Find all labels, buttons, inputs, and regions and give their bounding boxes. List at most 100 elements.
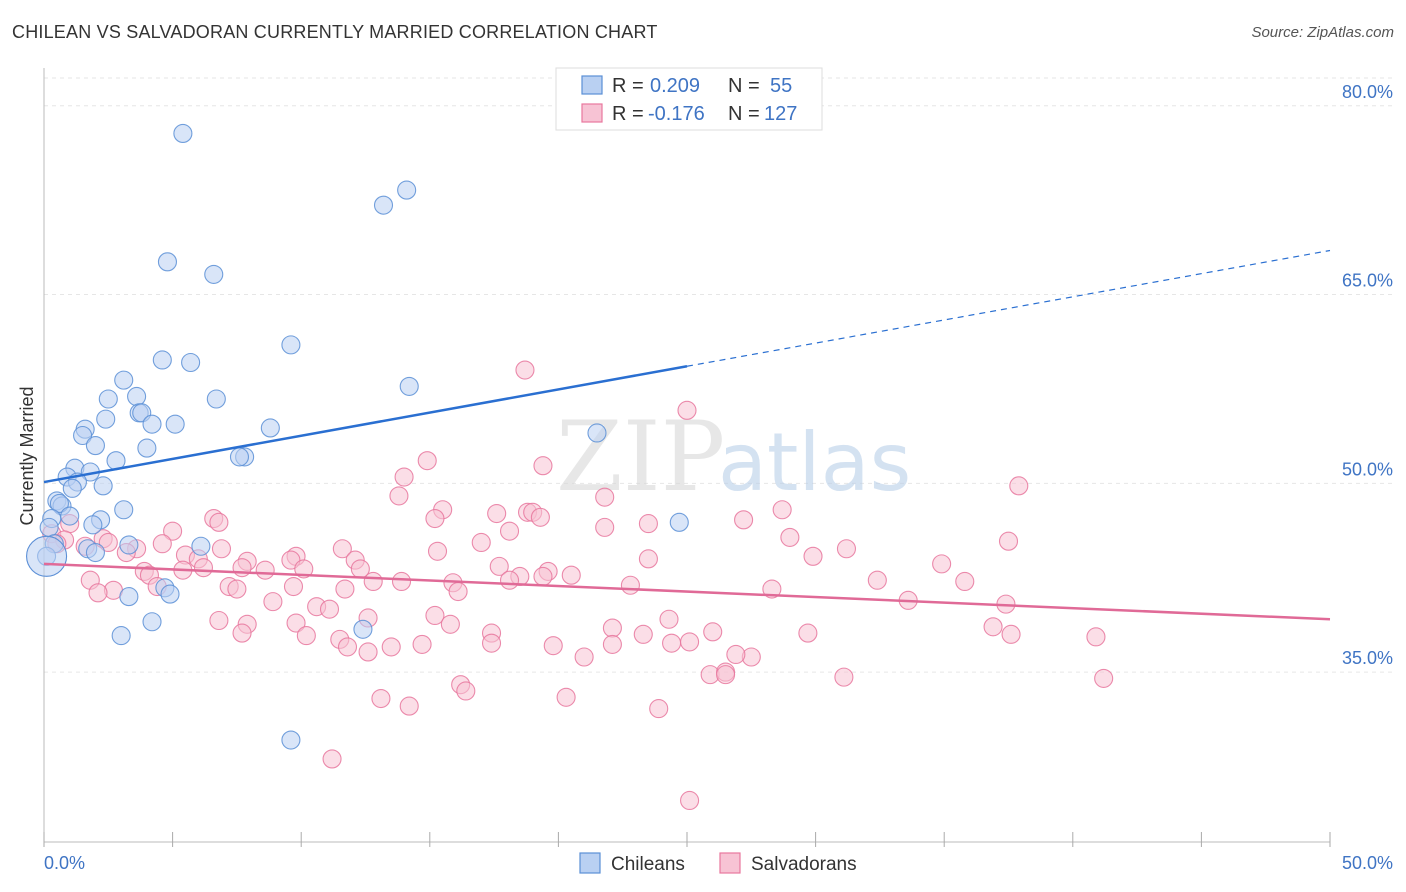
trend-lines [43,249,1331,621]
trend-line-chileans-extension [686,249,1331,367]
point-salvadorans [337,637,358,657]
point-salvadorans [620,575,640,595]
point-chileans [137,438,157,458]
legend-n-label-salvadorans: N = [728,103,760,125]
point-salvadorans [394,467,414,487]
point-salvadorans [286,613,306,633]
point-chileans [397,180,417,200]
x-tick-label-max: 50.0% [1342,853,1393,873]
point-chileans [62,478,82,498]
bottom-legend-label-chileans: Chileans [611,854,685,875]
y-tick-labels: 35.0% 50.0% 65.0% 80.0% [1342,82,1393,668]
point-salvadorans [836,539,857,559]
legend-swatch-chileans [581,75,603,95]
bottom-legend-swatch-salvadorans [719,852,741,874]
y-tick-label-80: 80.0% [1342,82,1393,102]
point-salvadorans [649,699,669,719]
point-salvadorans [481,633,502,653]
point-salvadorans [399,696,419,716]
point-salvadorans [602,634,622,654]
point-salvadorans [263,592,283,612]
point-salvadorans [332,539,352,559]
point-salvadorans [425,509,445,529]
point-salvadorans [335,579,355,599]
point-salvadorans [659,609,679,629]
point-salvadorans [440,614,460,634]
point-salvadorans [381,637,401,657]
point-salvadorans [561,565,581,585]
watermark-atlas: atlas [718,416,911,509]
legend-n-label-chileans: N = [728,75,760,97]
point-chileans [83,515,103,535]
point-salvadorans [163,521,183,541]
point-chileans [165,414,185,434]
point-salvadorans [152,534,172,554]
point-chileans [587,423,607,443]
point-salvadorans [803,546,823,566]
bottom-legend: Chileans Salvadorans [579,852,857,875]
point-salvadorans [638,549,658,569]
point-chileans [98,389,118,409]
point-salvadorans [255,560,275,580]
point-salvadorans [772,500,792,520]
point-salvadorans [1086,627,1106,647]
point-salvadorans [283,576,304,597]
point-chileans [204,264,224,284]
point-salvadorans [662,633,682,653]
y-tick-label-65: 65.0% [1342,271,1393,291]
legend-r-label-chileans: R = [612,75,644,97]
point-salvadorans [98,532,118,553]
point-salvadorans [487,503,507,524]
legend-n-value-chileans: 55 [770,75,792,97]
point-salvadorans [955,571,975,592]
point-salvadorans [209,610,229,631]
point-salvadorans [533,566,553,586]
point-salvadorans [530,507,550,527]
point-salvadorans [726,644,746,665]
point-chileans [85,542,105,563]
point-chileans [669,512,689,532]
legend-r-value-salvadorans: -0.176 [648,103,705,125]
point-salvadorans [471,532,491,553]
point-salvadorans [363,571,383,592]
point-salvadorans [391,571,412,592]
point-chileans [49,493,69,514]
legend: R = 0.209 N = 55 R = -0.176 N = 127 [555,67,823,131]
point-salvadorans [489,556,509,576]
point-chileans [260,418,280,438]
point-salvadorans [1009,476,1029,496]
point-salvadorans [533,456,553,476]
point-chileans [281,730,301,750]
point-salvadorans [983,617,1003,637]
chart-title: CHILEAN VS SALVADORAN CURRENTLY MARRIED … [12,22,658,42]
point-salvadorans [834,667,854,687]
point-salvadorans [602,618,622,638]
point-chileans [142,414,162,434]
point-chileans [96,409,116,429]
point-salvadorans [998,531,1019,551]
point-chileans [85,436,105,456]
point-salvadorans [425,605,445,626]
point-chileans [73,425,93,446]
legend-n-value-salvadorans: 127 [764,103,797,125]
point-salvadorans [319,599,340,619]
point-salvadorans [1094,668,1114,688]
point-chileans [152,350,172,370]
point-chileans [191,536,211,556]
point-salvadorans [595,517,615,537]
gridlines [44,77,1393,673]
point-chileans [281,335,301,355]
point-salvadorans [209,512,229,532]
point-salvadorans [638,514,658,534]
point-salvadorans [499,570,520,590]
trend-line-salvadorans [43,562,1331,621]
point-salvadorans [232,623,252,643]
point-salvadorans [448,582,468,602]
point-salvadorans [798,623,818,643]
point-salvadorans [595,487,615,507]
point-salvadorans [867,570,887,590]
source-label: Source: ZipAtlas.com [1251,24,1394,41]
point-salvadorans [734,510,754,530]
point-salvadorans [680,632,700,652]
point-salvadorans [716,665,736,685]
